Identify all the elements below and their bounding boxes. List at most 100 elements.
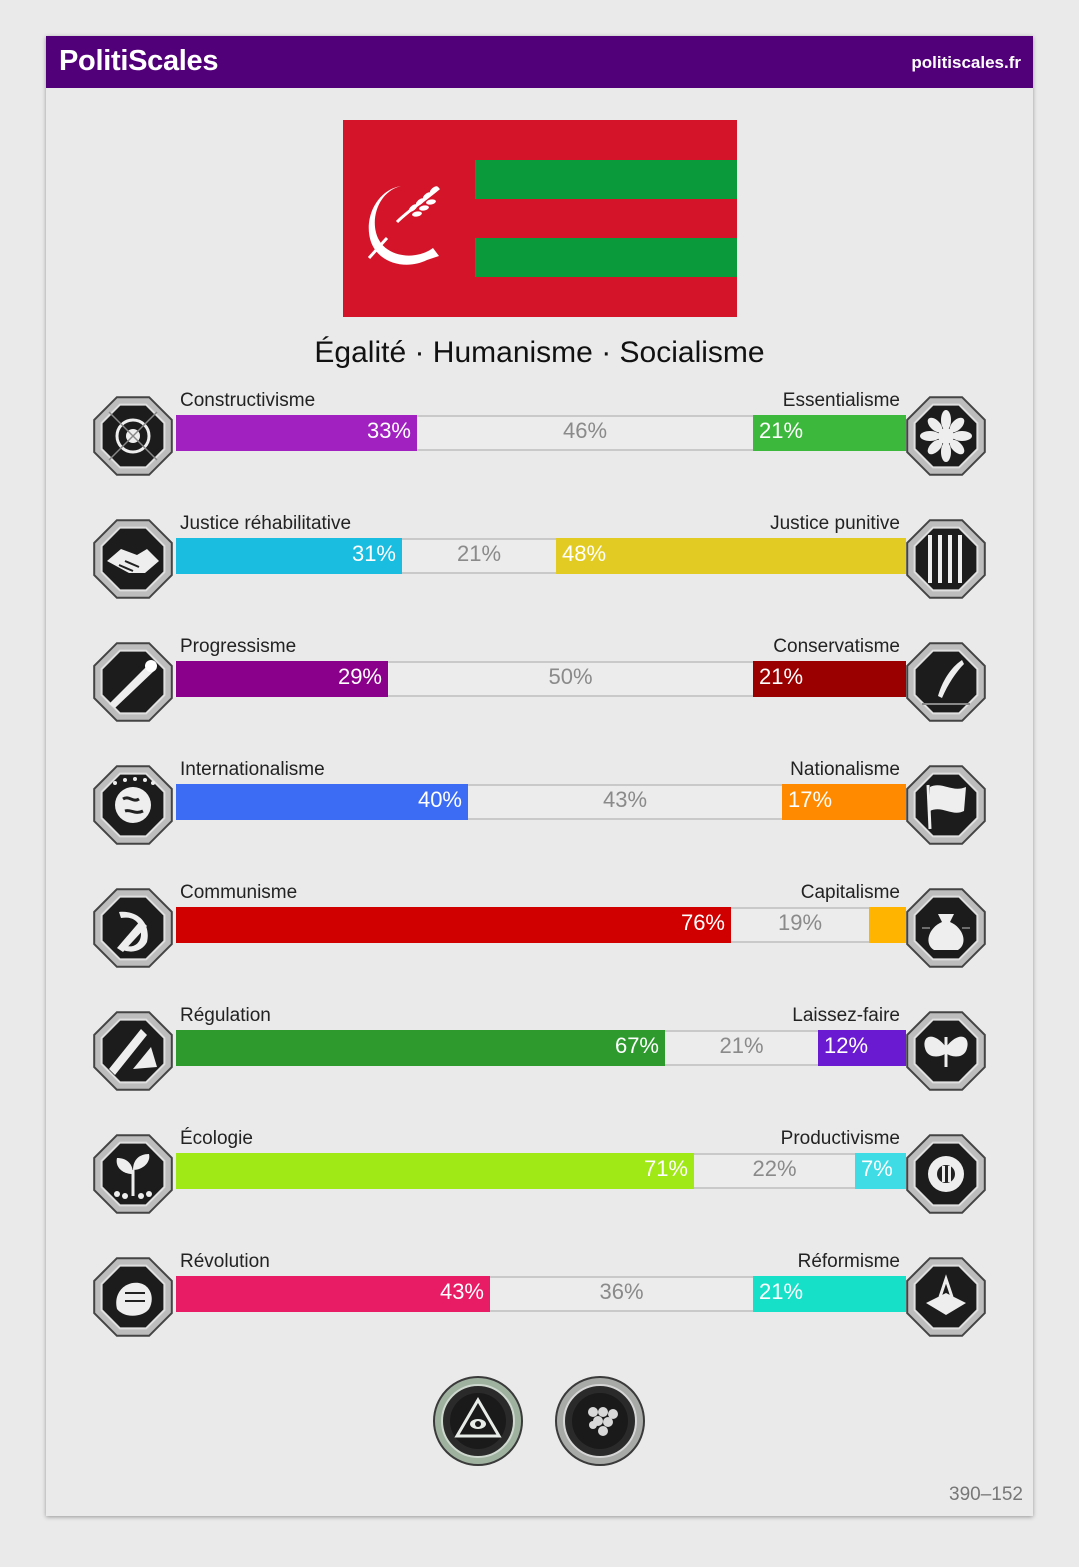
axis-middle-segment: 36% [490, 1278, 753, 1310]
axis-right-segment: 17% [782, 784, 906, 820]
axis-left-percent: 33% [366, 418, 411, 443]
ruler-compass-icon[interactable] [89, 1007, 177, 1095]
axis-left-percent: 40% [417, 787, 462, 812]
axis-middle-segment: 21% [402, 540, 556, 572]
axis-left-segment: 43% [176, 1276, 490, 1312]
factory-gear-icon[interactable] [902, 1130, 990, 1218]
axis-left-segment: 29% [176, 661, 388, 697]
axis-bar: 76% 19% [176, 907, 906, 943]
handshake-icon[interactable] [89, 515, 177, 603]
axis-row: Constructivisme Essentialisme 33% 46% 21% [46, 390, 1033, 486]
flag-icon[interactable] [902, 761, 990, 849]
axis-left-segment: 33% [176, 415, 417, 451]
axis-middle-percent: 46% [562, 418, 608, 443]
axis-left-segment: 76% [176, 907, 731, 943]
axis-middle-segment: 43% [468, 786, 782, 818]
axis-left-label: Constructivisme [180, 390, 316, 411]
axis-left-label: Révolution [180, 1251, 270, 1272]
axis-middle-percent: 50% [548, 664, 593, 689]
axis-right-segment: 21% [753, 661, 906, 697]
fist-icon[interactable] [89, 1253, 177, 1341]
flag-stripe-top [475, 160, 737, 199]
axis-right-percent: 7% [861, 1156, 893, 1181]
axis-left-percent: 43% [439, 1279, 484, 1304]
axis-bar: 71% 22% 7% [176, 1153, 906, 1189]
money-bag-icon[interactable] [902, 884, 990, 972]
axis-middle-percent: 43% [602, 787, 648, 812]
axis-right-segment: 7% [855, 1153, 906, 1189]
axis-right-percent: 17% [788, 787, 833, 812]
grapes-seal-icon[interactable] [555, 1376, 645, 1466]
flower-icon[interactable] [902, 392, 990, 480]
axis-left-label: Internationalisme [180, 759, 325, 780]
axis-row: Progressisme Conservatisme 29% 50% 21% [46, 636, 1033, 732]
axis-middle-segment: 22% [694, 1155, 855, 1187]
axis-row: Régulation Laissez-faire 67% 21% 12% [46, 1005, 1033, 1101]
axis-middle-segment: 46% [417, 417, 753, 449]
globe-icon[interactable] [89, 761, 177, 849]
axis-middle-percent: 19% [777, 910, 823, 935]
axis-left-percent: 29% [337, 664, 382, 689]
axis-row: Révolution Réformisme 43% 36% 21% [46, 1251, 1033, 1347]
axis-right-label: Justice punitive [770, 513, 900, 534]
axis-bar: 31% 21% 48% [176, 538, 906, 574]
axis-right-percent: 12% [824, 1033, 869, 1058]
axis-middle-percent: 22% [752, 1156, 797, 1181]
axis-left-label: Régulation [180, 1005, 271, 1026]
sickle-and-wheat-icon [367, 186, 440, 265]
axis-right-label: Laissez-faire [792, 1005, 900, 1026]
axis-right-label: Nationalisme [790, 759, 900, 780]
axis-left-label: Progressisme [180, 636, 297, 657]
axis-right-label: Conservatisme [773, 636, 900, 657]
butterfly-icon[interactable] [902, 1007, 990, 1095]
axis-middle-segment: 50% [388, 663, 753, 695]
axis-bar: 40% 43% 17% [176, 784, 906, 820]
axis-left-segment: 67% [176, 1030, 665, 1066]
axis-middle-percent: 36% [599, 1279, 644, 1304]
axis-middle-percent: 21% [719, 1033, 764, 1058]
axis-left-segment: 40% [176, 784, 468, 820]
axis-left-label: Écologie [180, 1128, 253, 1149]
axis-left-segment: 71% [176, 1153, 694, 1189]
axis-right-label: Essentialisme [782, 390, 900, 411]
all-seeing-eye-seal-icon[interactable] [433, 1376, 523, 1466]
axis-right-segment: 21% [753, 415, 906, 451]
axis-bar: 29% 50% 21% [176, 661, 906, 697]
quill-icon[interactable] [902, 638, 990, 726]
hammer-sickle-icon[interactable] [89, 884, 177, 972]
axis-right-segment: 48% [556, 538, 906, 574]
axis-left-percent: 31% [351, 541, 396, 566]
axis-right-percent: 21% [759, 418, 804, 443]
axis-right-percent: 48% [562, 541, 607, 566]
comet-icon[interactable] [89, 638, 177, 726]
axis-left-segment: 31% [176, 538, 402, 574]
result-flag [343, 120, 737, 317]
axis-right-percent: 21% [759, 1279, 804, 1304]
site-link[interactable]: politiscales.fr [911, 53, 1021, 72]
axis-left-percent: 71% [643, 1156, 688, 1181]
slogan: Égalité · Humanisme · Socialisme [314, 336, 765, 369]
axis-right-label: Productivisme [780, 1128, 900, 1149]
axis-left-label: Communisme [180, 882, 298, 903]
axis-right-segment: 12% [818, 1030, 906, 1066]
results-card: PolitiScales politiscales.fr Égalité · H… [46, 36, 1033, 1516]
prison-bars-icon[interactable] [902, 515, 990, 603]
axis-right-label: Capitalisme [800, 882, 900, 903]
axis-right-label: Réformisme [797, 1251, 900, 1272]
axis-left-label: Justice réhabilitative [180, 513, 352, 534]
axis-middle-segment: 19% [731, 909, 869, 941]
axis-bar: 67% 21% 12% [176, 1030, 906, 1066]
eye-icon[interactable] [89, 392, 177, 480]
axis-middle-segment: 21% [665, 1032, 818, 1064]
axis-row: Justice réhabilitative Justice punitive 31… [46, 513, 1033, 609]
ballot-box-icon[interactable] [902, 1253, 990, 1341]
axis-right-percent: 21% [759, 664, 804, 689]
axis-row: Internationalisme Nationalisme 40% 43% 17% [46, 759, 1033, 855]
brand-title[interactable]: PolitiScales [59, 45, 219, 77]
result-code: 390–152 [949, 1484, 1023, 1505]
seedling-icon[interactable] [89, 1130, 177, 1218]
axis-row: Communisme Capitalisme 76% 19% [46, 882, 1033, 978]
axis-bar: 43% 36% 21% [176, 1276, 906, 1312]
axis-row: Écologie Productivisme 71% 22% 7% [46, 1128, 1033, 1224]
flag-stripe-bottom [475, 238, 737, 277]
